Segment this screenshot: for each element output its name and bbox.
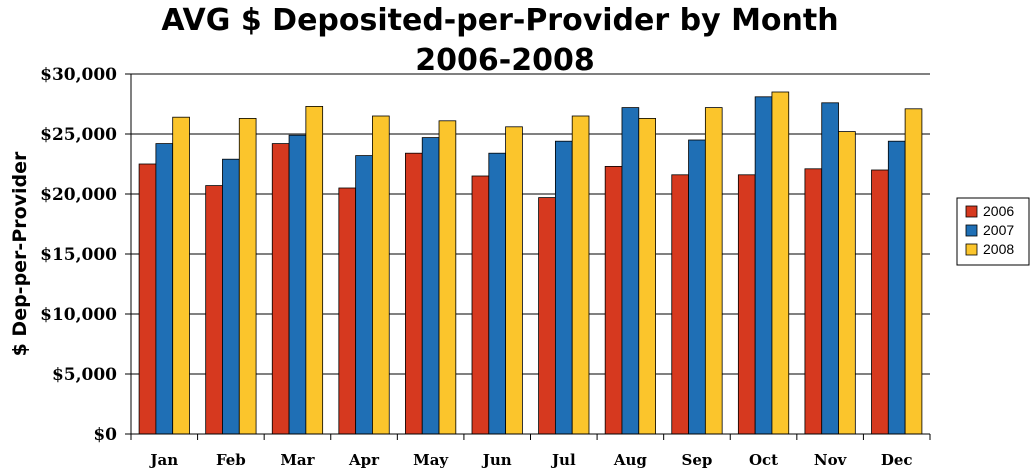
bar-2008-jan — [172, 116, 190, 435]
bar-2008-jun — [505, 126, 523, 435]
legend-swatch-2007 — [965, 224, 978, 237]
bar-2006-aug — [604, 165, 623, 435]
bar-2006-oct — [737, 174, 756, 435]
x-tick-label: Nov — [814, 451, 848, 469]
bar-2006-mar — [271, 143, 290, 435]
x-tick-label: Jun — [481, 451, 512, 469]
y-tick-labels: $0 $5,000 $10,000 $15,000 $20,000 $25,000 $30,… — [40, 65, 117, 445]
x-tick-label: Feb — [216, 451, 246, 469]
bar-2006-nov — [804, 168, 823, 435]
legend-swatch-2006 — [965, 205, 978, 218]
axes — [125, 73, 931, 440]
y-tick-label: $20,000 — [40, 185, 117, 205]
legend-label-2006: 2006 — [983, 203, 1014, 219]
bar-2007-dec — [887, 140, 906, 435]
y-tick-label: $0 — [93, 425, 117, 445]
x-tick-label: Mar — [280, 451, 315, 469]
legend: 2006 2007 2008 — [956, 197, 1030, 266]
bar-2006-feb — [205, 185, 223, 435]
y-tick-label: $5,000 — [52, 365, 117, 385]
bar-2008-mar — [305, 106, 324, 435]
x-tick-label: Sep — [682, 451, 713, 469]
bar-2006-apr — [338, 187, 357, 435]
bar-2008-dec — [904, 108, 923, 435]
x-tick-labels: Jan Feb Mar Apr May Jun Jul Aug Sep Oct Nov Dec — [148, 451, 912, 469]
legend-swatch-2008 — [965, 243, 978, 256]
bar-2008-may — [438, 120, 457, 435]
bar-2007-oct — [754, 96, 773, 435]
bar-2008-sep — [704, 107, 723, 435]
chart-title-line2: 2006-2008 — [415, 43, 594, 78]
x-tick-label: Oct — [749, 451, 778, 469]
bar-2007-jun — [488, 152, 507, 435]
bar-2008-jul — [571, 115, 590, 435]
bar-2006-may — [405, 152, 423, 435]
gridlines — [131, 73, 930, 375]
bar-2006-jun — [471, 175, 490, 435]
bar-2007-sep — [688, 139, 706, 435]
bar-2006-jan — [138, 163, 157, 435]
bar-2008-aug — [638, 118, 656, 435]
bar-2007-nov — [821, 102, 839, 435]
bar-2007-mar — [288, 134, 307, 435]
x-tick-label: Jul — [550, 451, 576, 469]
x-tick-label: Dec — [881, 451, 913, 469]
y-tick-label: $30,000 — [40, 65, 117, 85]
bar-2007-jul — [554, 140, 573, 435]
x-tick-label: May — [413, 451, 449, 469]
y-tick-label: $15,000 — [40, 245, 117, 265]
bar-2007-jan — [155, 143, 174, 435]
y-tick-label: $25,000 — [40, 125, 117, 145]
bar-2006-jul — [538, 197, 556, 435]
y-axis-label: $ Dep-per-Provider — [9, 151, 31, 356]
x-tick-label: Jan — [148, 451, 178, 469]
x-tick-label: Apr — [348, 451, 380, 469]
x-tick-label: Aug — [613, 451, 648, 469]
chart-title-line1: AVG $ Deposited-per-Provider by Month — [161, 3, 838, 38]
bar-2007-aug — [621, 107, 640, 435]
bar-2008-feb — [238, 118, 257, 435]
bar-2007-feb — [222, 158, 240, 435]
bar-2008-apr — [372, 115, 390, 435]
bar-2008-oct — [771, 91, 790, 435]
legend-label-2008: 2008 — [983, 241, 1014, 257]
bar-2008-nov — [838, 131, 856, 435]
bar-2007-may — [421, 137, 440, 435]
bar-2006-dec — [871, 169, 889, 435]
y-tick-label: $10,000 — [40, 305, 117, 325]
bar-2007-apr — [355, 155, 373, 435]
bar-2006-sep — [671, 174, 689, 435]
legend-label-2007: 2007 — [983, 222, 1014, 238]
bars — [138, 91, 923, 435]
